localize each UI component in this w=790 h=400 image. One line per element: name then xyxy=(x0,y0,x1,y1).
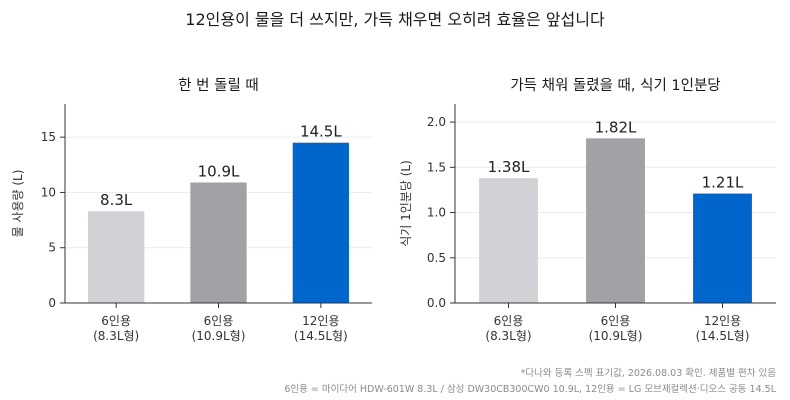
panel1-xtick-label-line2: (10.9L형) xyxy=(192,329,246,343)
panel2-xtick-label-line1: 12인용 xyxy=(704,314,741,328)
panel1-xtick-label-line1: 12인용 xyxy=(302,314,339,328)
panel2-bar xyxy=(693,193,752,303)
panel1-xtick-label-line2: (14.5L형) xyxy=(294,329,348,343)
footnote-models: 6인용 = 마이다어 HDW-601W 8.3L / 삼성 DW30CB300C… xyxy=(284,384,776,395)
panel1-data-label: 14.5L xyxy=(300,123,342,141)
panel2-xtick-label-line2: (10.9L형) xyxy=(589,329,643,343)
panel2-xtick-label-line1: 6인용 xyxy=(494,314,524,328)
panel1-data-label: 10.9L xyxy=(198,162,240,180)
panel2-ytick-label: 0.5 xyxy=(427,251,446,265)
panel2-data-label: 1.82L xyxy=(595,118,637,136)
panel1-ytick-label: 0 xyxy=(48,296,56,310)
panel2-y-axis-label: 식기 1인분당 (L) xyxy=(399,160,413,247)
panel1-ytick-label: 15 xyxy=(41,130,56,144)
panel1-xtick-label-line1: 6인용 xyxy=(101,314,131,328)
panel1-y-axis-label: 물 사용량 (L) xyxy=(11,170,25,238)
panel1-title: 한 번 돌릴 때 xyxy=(178,77,259,94)
panel2-bar xyxy=(479,178,538,303)
panel1-bar xyxy=(190,182,247,303)
panel1-data-label: 8.3L xyxy=(100,191,133,209)
panel2-ytick-label: 0.0 xyxy=(427,296,446,310)
panel2-bar xyxy=(586,138,645,303)
panel1-ytick-label: 10 xyxy=(41,185,56,199)
panel1-xtick-label-line2: (8.3L형) xyxy=(93,329,139,343)
footnote-source: *다나와 등록 스펙 표기값, 2026.08.03 확인. 제품별 편차 있음 xyxy=(520,368,776,379)
panel2-data-label: 1.21L xyxy=(702,174,744,192)
panel1-bar xyxy=(88,211,145,303)
panel2-xtick-label-line1: 6인용 xyxy=(601,314,631,328)
panel2-xtick-label-line2: (8.3L형) xyxy=(485,329,531,343)
panel1-bar xyxy=(292,142,349,303)
panel2-ytick-label: 1.5 xyxy=(427,160,446,174)
panel2-ytick-label: 1.0 xyxy=(427,206,446,220)
panel2-data-label: 1.38L xyxy=(488,158,530,176)
panel2-ytick-label: 2.0 xyxy=(427,115,446,129)
panel2-xtick-label-line2: (14.5L형) xyxy=(696,329,750,343)
panel1-xtick-label-line1: 6인용 xyxy=(204,314,234,328)
panel2-title: 가득 채워 돌렸을 때, 식기 1인분당 xyxy=(510,77,720,94)
chart-suptitle: 12인용이 물을 더 쓰지만, 가득 채우면 오히려 효율은 앞섭니다 xyxy=(185,10,605,29)
panel1-ytick-label: 5 xyxy=(48,241,56,255)
